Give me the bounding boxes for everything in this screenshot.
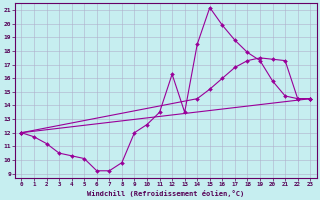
X-axis label: Windchill (Refroidissement éolien,°C): Windchill (Refroidissement éolien,°C)	[87, 190, 244, 197]
